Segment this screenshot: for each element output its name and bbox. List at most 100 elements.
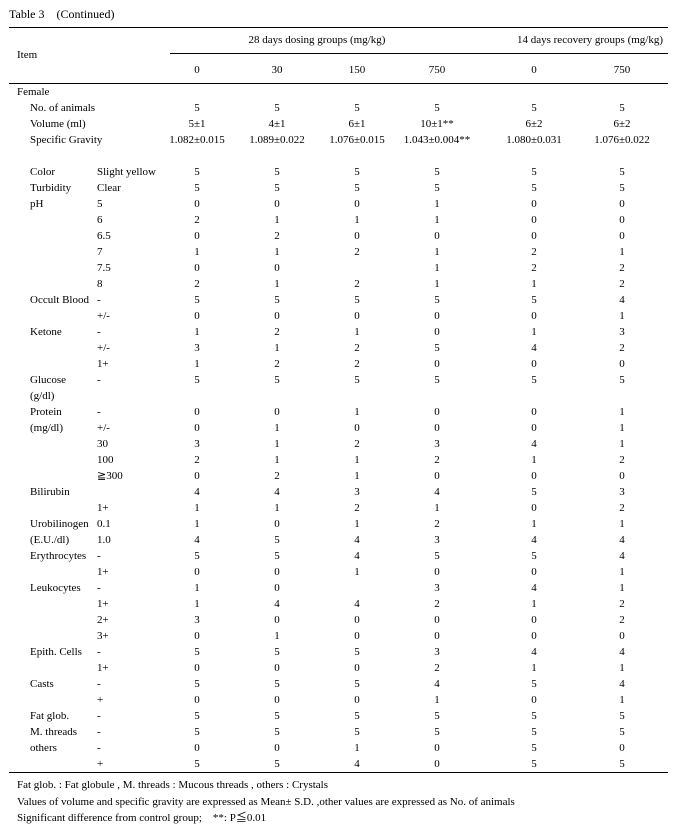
- cell: 0: [354, 230, 360, 242]
- dose-header: 750: [613, 64, 631, 76]
- cell: 3: [194, 342, 200, 354]
- row-item: Protein: [30, 406, 62, 418]
- cell: 2: [434, 662, 440, 674]
- cell: 5: [434, 342, 440, 354]
- cell: 1: [354, 566, 360, 578]
- row-sub: 7.5: [97, 262, 111, 274]
- cell: 5: [531, 166, 537, 178]
- footnote: Significant difference from control grou…: [17, 812, 267, 824]
- cell: 2: [531, 246, 537, 258]
- cell: 2: [274, 358, 280, 370]
- cell: 0: [434, 230, 440, 242]
- cell: 0: [194, 198, 200, 210]
- cell: 0: [434, 358, 440, 370]
- footnote: Values of volume and specific gravity ar…: [17, 795, 515, 808]
- cell: 5: [354, 102, 360, 114]
- cell: 5: [434, 710, 440, 722]
- cell: 4: [354, 598, 360, 610]
- cell: 5: [194, 294, 200, 306]
- cell: 0: [194, 422, 200, 434]
- row-item: Volume (ml): [30, 118, 86, 130]
- cell: 5: [194, 710, 200, 722]
- cell: 1: [194, 518, 200, 530]
- cell: 0: [274, 662, 280, 674]
- cell: 0: [354, 422, 360, 434]
- cell: 4: [531, 646, 537, 658]
- cell: 0: [354, 198, 360, 210]
- cell: 4: [194, 486, 200, 498]
- cell: 4: [619, 646, 625, 658]
- cell: 3: [434, 534, 440, 546]
- cell: 1: [619, 438, 625, 450]
- row-sub: 30: [97, 438, 108, 450]
- cell: 1: [354, 742, 360, 754]
- cell: 10±1**: [420, 118, 454, 130]
- cell: 0: [354, 662, 360, 674]
- row-sub: +/-: [97, 310, 110, 322]
- cell: 1: [194, 582, 200, 594]
- cell: 1: [274, 630, 280, 642]
- cell: 4±1: [268, 118, 286, 130]
- row-item: Ketone: [30, 326, 62, 338]
- cell: 0: [354, 310, 360, 322]
- cell: 0: [274, 614, 280, 626]
- row-item: Fat glob.: [30, 710, 70, 722]
- cell: 0: [531, 198, 537, 210]
- cell: 4: [354, 550, 360, 562]
- cell: 5: [194, 550, 200, 562]
- cell: 1: [194, 326, 200, 338]
- cell: 3: [434, 438, 440, 450]
- cell: 0: [434, 758, 440, 770]
- cell: 0: [531, 406, 537, 418]
- cell: 1: [434, 246, 440, 258]
- row-item: Color: [30, 166, 56, 178]
- cell: 5: [434, 182, 440, 194]
- cell: 1: [619, 662, 625, 674]
- cell: 5: [194, 182, 200, 194]
- cell: 5: [434, 294, 440, 306]
- cell: 1: [434, 262, 440, 274]
- cell: 0: [531, 470, 537, 482]
- dose-header: 750: [428, 64, 446, 76]
- cell: 3: [434, 646, 440, 658]
- cell: 0: [619, 742, 625, 754]
- cell: 0: [434, 470, 440, 482]
- row-item: others: [30, 742, 57, 754]
- cell: 2: [274, 470, 280, 482]
- cell: 1.076±0.015: [329, 134, 385, 146]
- cell: 1: [619, 310, 625, 322]
- row-sub: 0.1: [97, 518, 111, 530]
- cell: 5: [354, 294, 360, 306]
- cell: 0: [194, 230, 200, 242]
- item-header: Item: [17, 49, 38, 61]
- section-label: Female: [17, 86, 50, 98]
- row-sub: -: [97, 726, 101, 738]
- cell: 1: [274, 214, 280, 226]
- cell: 5: [194, 678, 200, 690]
- row-sub: 5: [97, 198, 103, 210]
- row-item: Glucose: [30, 374, 67, 386]
- row-item: Erythrocytes: [30, 550, 87, 562]
- cell: 1: [531, 518, 537, 530]
- cell: 1: [619, 694, 625, 706]
- cell: 0: [434, 422, 440, 434]
- cell: 1: [194, 598, 200, 610]
- cell: 2: [354, 438, 360, 450]
- cell: 1: [434, 278, 440, 290]
- cell: 5: [274, 294, 280, 306]
- cell: 1: [354, 326, 360, 338]
- cell: 1: [354, 454, 360, 466]
- cell: 0: [531, 422, 537, 434]
- cell: 1: [354, 214, 360, 226]
- row-item: Occult Blood: [30, 294, 89, 306]
- cell: 4: [354, 758, 360, 770]
- cell: 5: [531, 374, 537, 386]
- cell: 5: [619, 710, 625, 722]
- row-sub: 1+: [97, 662, 109, 674]
- cell: 1: [531, 326, 537, 338]
- cell: 0: [531, 214, 537, 226]
- cell: 0: [274, 406, 280, 418]
- cell: 0: [531, 614, 537, 626]
- cell: 1: [274, 342, 280, 354]
- table-title: Table 3 (Continued): [9, 7, 115, 21]
